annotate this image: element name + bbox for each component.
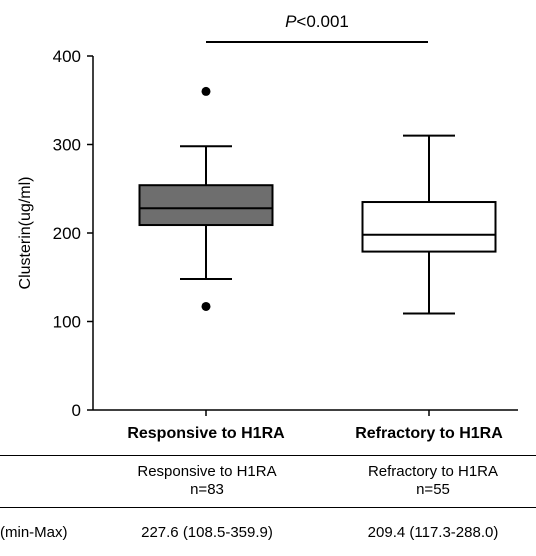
- significance-label: P<0.001: [285, 12, 349, 31]
- table-col2-name: Refractory to H1RA: [367, 463, 499, 480]
- y-tick-label-100: 100: [53, 313, 81, 332]
- box-1-outlier-2: [201, 301, 211, 311]
- y-tick-label-200: 200: [53, 224, 81, 243]
- table-col1-n: n=83: [190, 481, 224, 498]
- y-ticks: 0 100 200 300 400: [53, 47, 93, 420]
- box-plot-chart: P<0.001 Clusterin(ug/ml) 0 100 200 300 400 R…: [17, 12, 518, 442]
- box-2-iqr: [361, 201, 497, 253]
- x-tick-labels: Responsive to H1RA Refractory to H1RA: [127, 410, 503, 442]
- x-tick-label-2: Refractory to H1RA: [355, 425, 503, 442]
- boxes: [138, 86, 497, 315]
- y-axis-label: Clusterin(ug/ml): [17, 177, 34, 290]
- table-col2-value: 209.4 (117.3-288.0): [367, 524, 499, 541]
- table-col2-n: n=55: [416, 481, 450, 498]
- table-col1-value: 227.6 (108.5-359.9): [141, 524, 273, 541]
- table-mid-rule: [0, 507, 536, 508]
- table-top-rule: [0, 455, 536, 456]
- x-tick-label-1: Responsive to H1RA: [127, 425, 285, 442]
- y-tick-label-300: 300: [53, 136, 81, 155]
- y-tick-label-0: 0: [72, 401, 81, 420]
- table-col1-name: Responsive to H1RA: [137, 463, 277, 480]
- y-tick-label-400: 400: [53, 47, 81, 66]
- table-row-label: (min-Max): [0, 524, 68, 541]
- box-2: [361, 134, 497, 315]
- box-1: [138, 86, 274, 311]
- box-1-iqr: [138, 184, 274, 227]
- box-1-outlier-1: [201, 86, 211, 96]
